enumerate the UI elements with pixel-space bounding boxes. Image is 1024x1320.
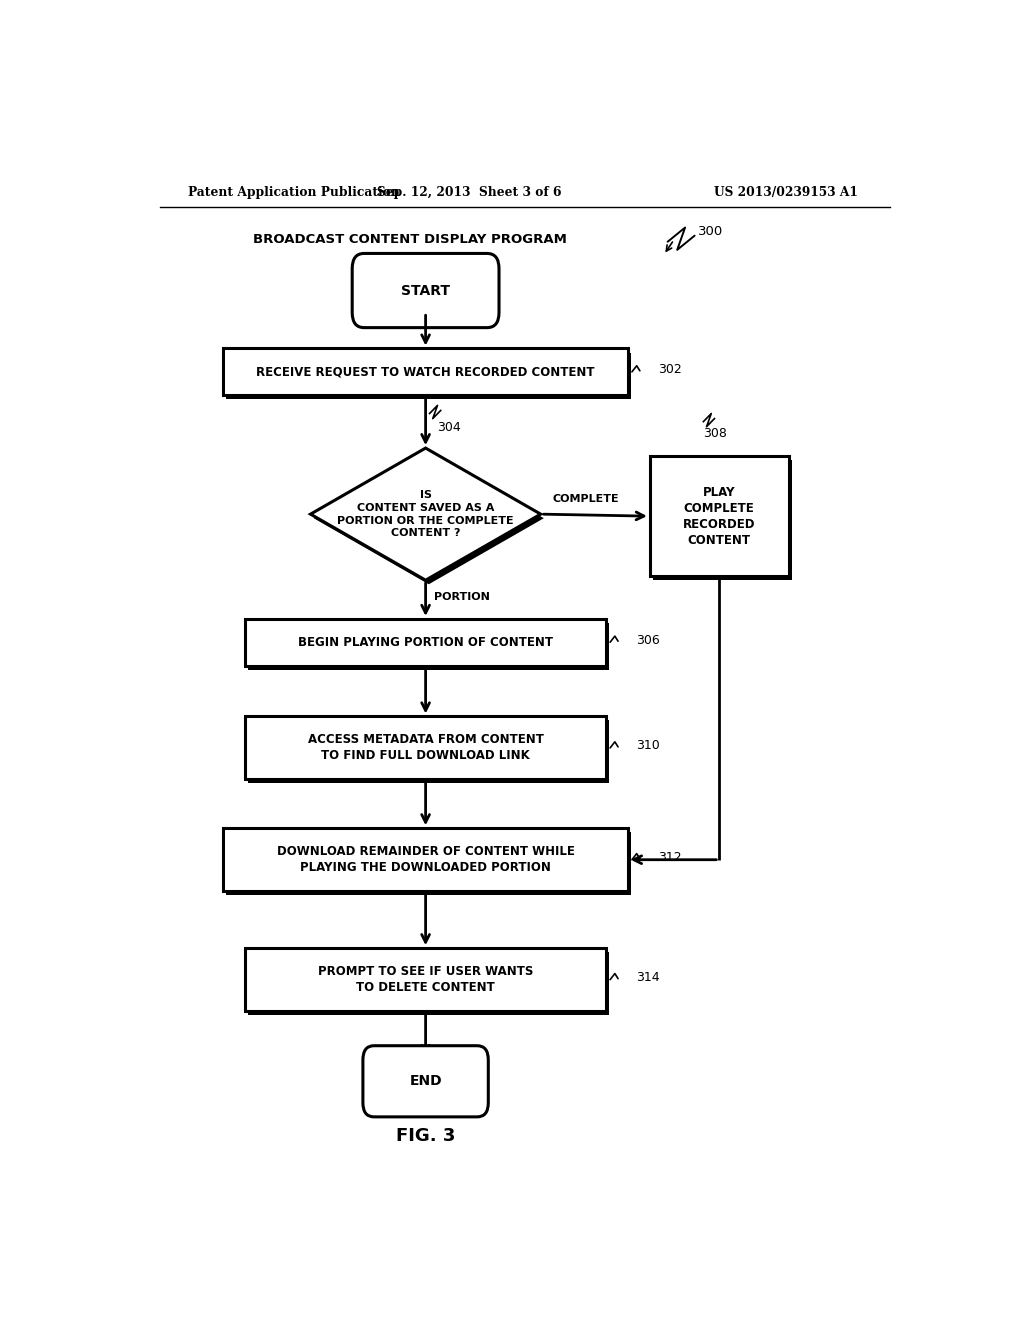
Bar [245,717,606,779]
Text: FIG. 3: FIG. 3 [396,1127,456,1146]
Text: 302: 302 [658,363,682,376]
Text: US 2013/0239153 A1: US 2013/0239153 A1 [714,186,858,199]
Text: PROMPT TO SEE IF USER WANTS
TO DELETE CONTENT: PROMPT TO SEE IF USER WANTS TO DELETE CO… [317,965,534,994]
Polygon shape [310,447,541,581]
Bar [226,352,631,399]
Text: PORTION: PORTION [433,593,489,602]
Bar [248,952,609,1015]
Text: Sep. 12, 2013  Sheet 3 of 6: Sep. 12, 2013 Sheet 3 of 6 [377,186,561,199]
Text: RECEIVE REQUEST TO WATCH RECORDED CONTENT: RECEIVE REQUEST TO WATCH RECORDED CONTEN… [256,366,595,379]
Text: 314: 314 [636,972,659,985]
FancyBboxPatch shape [362,1045,488,1117]
Text: DOWNLOAD REMAINDER OF CONTENT WHILE
PLAYING THE DOWNLOADED PORTION: DOWNLOAD REMAINDER OF CONTENT WHILE PLAY… [276,845,574,874]
Text: 310: 310 [636,739,660,752]
Text: 308: 308 [703,428,727,441]
Text: IS
CONTENT SAVED AS A
PORTION OR THE COMPLETE
CONTENT ?: IS CONTENT SAVED AS A PORTION OR THE COM… [337,490,514,539]
Text: 312: 312 [658,851,682,865]
Text: BROADCAST CONTENT DISPLAY PROGRAM: BROADCAST CONTENT DISPLAY PROGRAM [253,234,566,247]
Text: ACCESS METADATA FROM CONTENT
TO FIND FULL DOWNLOAD LINK: ACCESS METADATA FROM CONTENT TO FIND FUL… [307,734,544,763]
Text: 300: 300 [697,226,723,238]
Text: START: START [401,284,451,297]
Bar [248,623,609,669]
Bar [223,828,628,891]
Bar [650,457,788,576]
Text: PLAY
COMPLETE
RECORDED
CONTENT: PLAY COMPLETE RECORDED CONTENT [683,486,756,546]
Text: END: END [410,1074,442,1088]
Bar [223,348,628,395]
Bar [245,619,606,665]
Text: COMPLETE: COMPLETE [553,494,620,504]
Bar [245,948,606,1011]
Bar [248,721,609,784]
Text: 304: 304 [437,421,461,434]
Text: Patent Application Publication: Patent Application Publication [187,186,399,199]
Bar [226,833,631,895]
Bar [653,461,792,581]
Text: BEGIN PLAYING PORTION OF CONTENT: BEGIN PLAYING PORTION OF CONTENT [298,636,553,648]
Polygon shape [313,453,544,585]
Text: 306: 306 [636,634,660,647]
FancyBboxPatch shape [352,253,499,327]
